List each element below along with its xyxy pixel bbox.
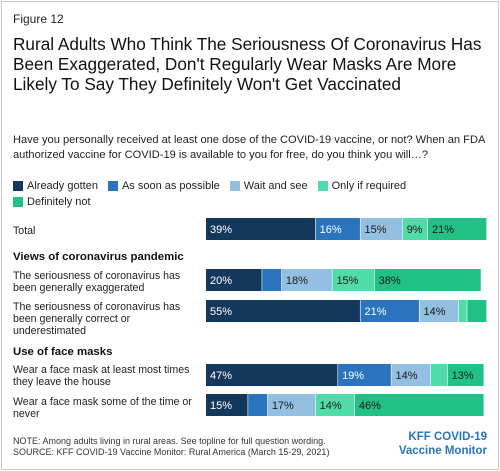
bar-segment-r4-s4 bbox=[354, 394, 484, 416]
legend-label: Only if required bbox=[331, 180, 407, 192]
bar-segment-r1-s0 bbox=[206, 269, 262, 291]
data-label-r3-s2: 14% bbox=[395, 370, 417, 382]
data-label-r3-s1: 19% bbox=[342, 370, 364, 382]
data-label-r1-s4: 38% bbox=[379, 275, 401, 287]
bar-segment-r0-s1 bbox=[315, 218, 360, 240]
chart-legend: Already gotten As soon as possible Wait an… bbox=[13, 178, 493, 210]
legend-item-4: Definitely not bbox=[13, 194, 91, 210]
legend-swatch bbox=[13, 197, 23, 207]
data-label-r4-s3: 14% bbox=[320, 400, 342, 412]
bar-segment-r2-s1 bbox=[360, 300, 419, 322]
bar-segment-r3-s2 bbox=[391, 364, 431, 386]
row-label-mask-some-never: Wear a face mask some of the time or nev… bbox=[13, 396, 192, 420]
bar-segment-r0-s3 bbox=[402, 218, 428, 240]
data-label-r3-s0: 47% bbox=[210, 370, 232, 382]
bar-segment-r2-s4 bbox=[467, 300, 487, 322]
row-label-mask-most-times: Wear a face mask at least most times the… bbox=[13, 364, 190, 388]
bar-segment-r4-s2 bbox=[267, 394, 315, 416]
chart-subtitle: Have you personally received at least on… bbox=[13, 134, 485, 161]
data-label-r1-s2: 18% bbox=[286, 275, 308, 287]
brand-line-1: KFF COVID-19 bbox=[408, 431, 487, 443]
bar-segment-r3-s1 bbox=[338, 364, 391, 386]
legend-swatch bbox=[317, 181, 328, 191]
data-label-r3-s4: 13% bbox=[452, 370, 474, 382]
row-label-correct-underestimated: The seriousness of coronavirus has been … bbox=[13, 301, 181, 337]
bar-segment-r3-s0 bbox=[206, 364, 338, 386]
bar-segment-r3-s4 bbox=[447, 364, 484, 386]
data-label-r0-s2: 15% bbox=[365, 224, 387, 236]
legend-item-3: Only if required bbox=[317, 178, 407, 194]
legend-swatch bbox=[107, 181, 118, 191]
row-label-total: Total bbox=[13, 225, 36, 237]
bar-segment-r0-s4 bbox=[427, 218, 487, 240]
data-label-r2-s0: 55% bbox=[210, 306, 232, 318]
bar-segment-r0-s2 bbox=[360, 218, 403, 240]
data-label-r0-s1: 16% bbox=[320, 224, 342, 236]
legend-item-0: Already gotten bbox=[13, 178, 98, 194]
data-label-r2-s2: 14% bbox=[424, 306, 446, 318]
data-label-r2-s1: 21% bbox=[365, 306, 387, 318]
legend-label: Already gotten bbox=[27, 180, 98, 192]
figure-label: Figure 12 bbox=[13, 12, 64, 26]
legend-swatch bbox=[13, 181, 23, 191]
legend-item-1: As soon as possible bbox=[107, 178, 220, 194]
data-label-r0-s3: 9% bbox=[407, 224, 423, 236]
note-text: NOTE: Among adults living in rural areas… bbox=[13, 436, 326, 446]
data-label-r4-s2: 17% bbox=[272, 400, 294, 412]
bar-segment-r3-s3 bbox=[430, 364, 448, 386]
bar-segment-r2-s3 bbox=[458, 300, 467, 322]
legend-swatch bbox=[229, 181, 240, 191]
data-label-r0-s0: 39% bbox=[210, 224, 232, 236]
legend-label: Definitely not bbox=[27, 196, 91, 208]
section-title-masks: Use of face masks bbox=[13, 346, 113, 358]
bar-segment-r1-s3 bbox=[332, 269, 374, 291]
data-label-r1-s3: 15% bbox=[336, 275, 358, 287]
row-label-exaggerated: The seriousness of coronavirus has been … bbox=[13, 270, 181, 294]
section-title-views: Views of coronavirus pandemic bbox=[13, 251, 184, 263]
bar-segment-r4-s3 bbox=[315, 394, 355, 416]
bar-segment-r1-s4 bbox=[374, 269, 481, 291]
data-label-r0-s4: 21% bbox=[432, 224, 454, 236]
legend-item-2: Wait and see bbox=[229, 178, 308, 194]
data-label-r4-s0: 15% bbox=[210, 400, 232, 412]
data-label-r4-s4: 46% bbox=[359, 400, 381, 412]
brand-line-2: Vaccine Monitor bbox=[398, 445, 487, 457]
bar-segment-r1-s2 bbox=[281, 269, 332, 291]
bar-segment-r4-s0 bbox=[206, 394, 248, 416]
bar-segment-r2-s2 bbox=[419, 300, 459, 322]
chart-title: Rural Adults Who Think The Seriousness O… bbox=[13, 34, 482, 94]
bar-segment-r4-s1 bbox=[248, 394, 268, 416]
chart-note: NOTE: Among adults living in rural areas… bbox=[13, 436, 403, 458]
legend-label: Wait and see bbox=[243, 180, 308, 192]
data-label-r1-s0: 20% bbox=[210, 275, 232, 287]
bar-segment-r0-s0 bbox=[206, 218, 315, 240]
kff-brand-logo: KFF COVID-19 Vaccine Monitor bbox=[399, 430, 487, 458]
bar-segment-r1-s1 bbox=[262, 269, 282, 291]
legend-label: As soon as possible bbox=[121, 180, 220, 192]
bar-segment-r2-s0 bbox=[206, 300, 360, 322]
source-text: SOURCE: KFF COVID-19 Vaccine Monitor: Ru… bbox=[13, 447, 330, 457]
